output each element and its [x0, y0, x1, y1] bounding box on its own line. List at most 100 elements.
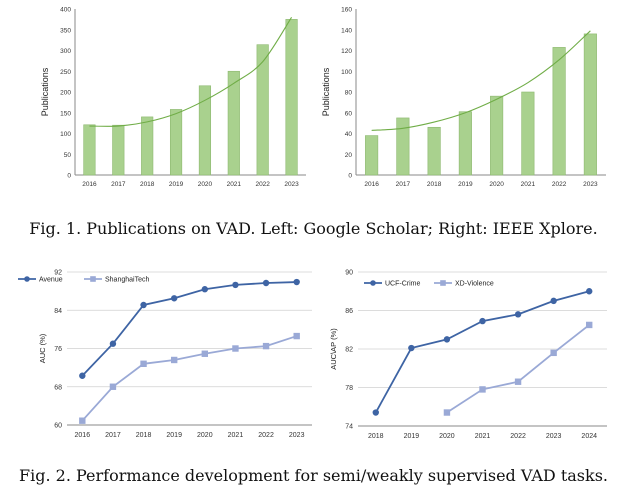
y-tick-label: 60	[345, 110, 353, 117]
data-point	[586, 288, 593, 295]
y-tick-label: 20	[345, 152, 353, 159]
bar	[552, 47, 566, 176]
y-tick-label: 74	[345, 424, 353, 431]
data-point	[479, 386, 486, 393]
data-point	[443, 409, 451, 416]
bar	[458, 111, 472, 176]
data-point	[170, 356, 178, 364]
data-point	[109, 340, 117, 347]
bar	[227, 70, 240, 176]
weakly-supervised-auc-line-chart: 74 78 82 86 90 2018 2019 2020 2021 2022 2023 2024 UC…	[329, 270, 607, 440]
data-point	[372, 409, 379, 416]
series-line	[374, 290, 590, 413]
x-tick-label: 2019	[404, 433, 420, 440]
data-point	[79, 372, 86, 379]
data-point	[293, 332, 300, 340]
data-point	[109, 383, 117, 390]
legend-label: UCF-Crime	[385, 281, 420, 288]
x-tick-label: 2019	[169, 181, 184, 188]
data-point	[550, 349, 557, 357]
bar	[256, 44, 269, 176]
legend-label: ShanghaiTech	[105, 277, 149, 284]
y-tick-label: 400	[60, 7, 71, 14]
x-tick-label: 2023	[284, 181, 299, 188]
bar	[396, 117, 410, 176]
legend-marker	[90, 276, 96, 282]
bar	[583, 33, 597, 176]
data-point	[232, 345, 239, 352]
semi-supervised-auc-line-chart: 60 68 76 84 92 2016 2017 2018 2019 2020 2021 2022 20…	[18, 270, 312, 439]
x-tick-label: 2018	[427, 181, 442, 188]
bar	[285, 19, 298, 176]
y-tick-label: 60	[54, 423, 62, 430]
y-tick-label: 0	[348, 173, 352, 180]
x-tick-label: 2023	[289, 432, 305, 439]
x-tick-label: 2017	[396, 181, 411, 188]
y-tick-label: 78	[345, 385, 353, 392]
polynomial-trendline	[371, 30, 591, 131]
data-point	[170, 295, 178, 302]
y-axis-title: AUC (%)	[38, 333, 47, 363]
x-tick-label: 2019	[458, 181, 473, 188]
x-tick-label: 2020	[489, 181, 504, 188]
legend-marker	[440, 280, 446, 286]
x-tick-label: 2021	[228, 432, 244, 439]
ieee-xplore-bar-chart: 0 20 40 60 80 100 120 140 160 2016 2017 2018 2019 202…	[321, 7, 606, 188]
series-line	[81, 335, 297, 422]
bar	[169, 109, 183, 176]
bar	[490, 95, 504, 176]
y-axis-title: Publications	[40, 67, 50, 116]
bar	[83, 124, 96, 176]
data-point	[293, 278, 300, 286]
series-line	[446, 324, 590, 414]
series-line	[81, 281, 297, 377]
data-point	[201, 350, 209, 357]
figure-2-caption: Fig. 2. Performance development for semi…	[19, 466, 608, 485]
data-point	[479, 317, 486, 325]
data-point	[201, 286, 209, 293]
y-tick-label: 140	[341, 27, 352, 34]
data-point	[140, 301, 147, 309]
y-tick-label: 50	[64, 152, 72, 159]
bar	[427, 126, 441, 176]
data-point	[514, 311, 522, 318]
data-point	[443, 336, 451, 343]
y-tick-label: 90	[345, 270, 353, 277]
bar	[365, 135, 379, 176]
x-tick-label: 2022	[510, 433, 526, 440]
bar	[521, 91, 535, 176]
y-tick-label: 68	[54, 384, 62, 391]
y-tick-label: 82	[345, 347, 353, 354]
y-tick-label: 200	[60, 90, 71, 97]
y-tick-label: 40	[345, 131, 353, 138]
y-tick-label: 92	[54, 270, 62, 277]
data-point	[586, 321, 593, 329]
y-tick-label: 84	[54, 308, 62, 315]
x-tick-label: 2022	[258, 432, 274, 439]
x-tick-label: 2017	[105, 432, 121, 439]
bar	[112, 124, 125, 176]
data-point	[550, 297, 557, 305]
x-tick-label: 2023	[546, 433, 562, 440]
data-point	[408, 344, 415, 352]
x-tick-label: 2018	[368, 433, 384, 440]
y-tick-label: 160	[341, 7, 352, 14]
bar	[198, 85, 212, 176]
y-tick-label: 150	[60, 110, 71, 117]
y-axis-title: AUC\AP (%)	[329, 328, 338, 370]
data-point	[232, 281, 239, 289]
x-tick-label: 2016	[364, 181, 379, 188]
google-scholar-bar-chart: 0 50 100 150 200 250 300 350 400 2016 2017 2018 2019…	[40, 7, 306, 188]
y-tick-label: 100	[60, 131, 71, 138]
y-tick-label: 86	[345, 308, 353, 315]
x-tick-label: 2019	[166, 432, 182, 439]
y-tick-label: 0	[67, 173, 71, 180]
x-tick-label: 2018	[140, 181, 155, 188]
data-point	[79, 417, 86, 424]
y-tick-label: 120	[341, 48, 352, 55]
x-tick-label: 2016	[82, 181, 97, 188]
x-tick-label: 2023	[583, 181, 598, 188]
x-tick-label: 2021	[475, 433, 491, 440]
legend-label: XD-Violence	[455, 281, 494, 288]
bar	[141, 116, 154, 176]
